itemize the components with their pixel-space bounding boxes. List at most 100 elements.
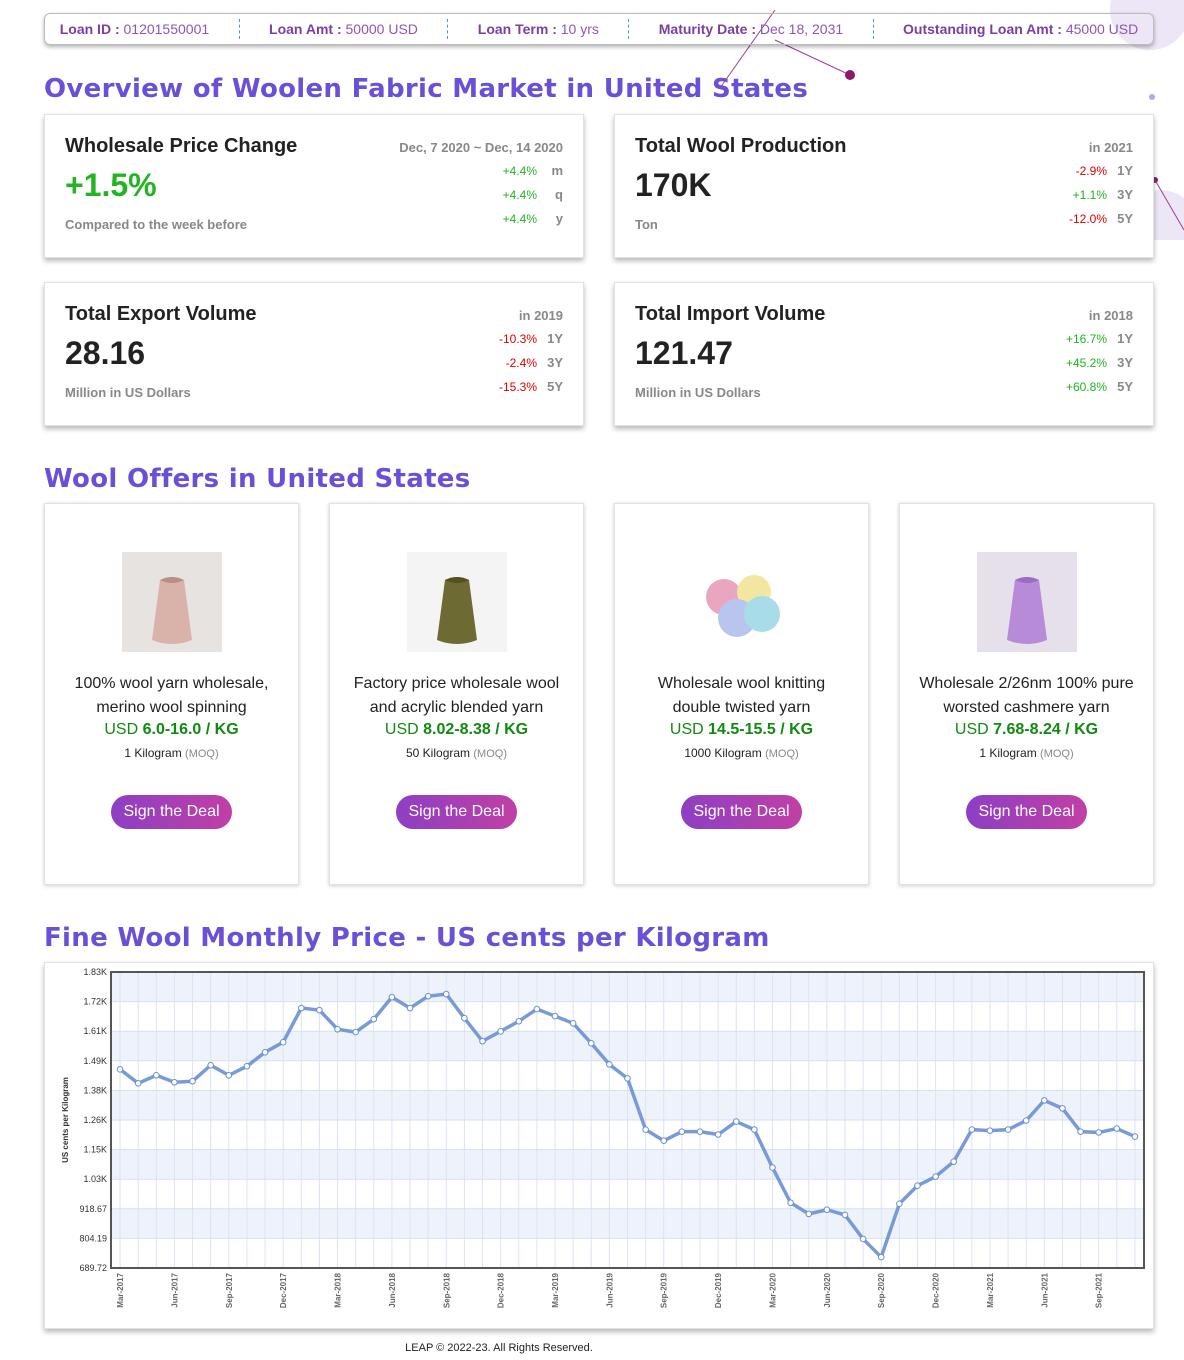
x-tick-label: Mar-2018 bbox=[334, 1272, 343, 1307]
moq-label: (MOQ) bbox=[473, 748, 507, 760]
change-value: +4.4% bbox=[502, 164, 537, 178]
point bbox=[153, 1071, 160, 1079]
point bbox=[370, 1015, 378, 1023]
point bbox=[642, 1126, 649, 1133]
offer-title: 100% wool yarn wholesale, merino wool sp… bbox=[74, 675, 269, 716]
offer-title: Factory price wholesale wool and acrylic… bbox=[353, 675, 560, 716]
point bbox=[624, 1075, 631, 1082]
point bbox=[334, 1025, 341, 1033]
price: 14.5-15.5 / KG bbox=[708, 721, 814, 738]
x-tick-label: Jun-2017 bbox=[170, 1272, 179, 1307]
loan-value: 45000 USD bbox=[1065, 21, 1139, 37]
y-tick-label: 1.26K bbox=[83, 1115, 107, 1125]
x-tick-label: Mar-2021 bbox=[986, 1272, 995, 1307]
y-tick-label: 1.38K bbox=[83, 1085, 107, 1095]
moq: 1 Kilogram bbox=[979, 746, 1037, 760]
point bbox=[207, 1061, 214, 1069]
y-tick-label: 689.72 bbox=[79, 1263, 107, 1273]
x-tick-label: Sep-2020 bbox=[877, 1272, 886, 1308]
change-label: m bbox=[551, 163, 563, 178]
x-tick-label: Sep-2019 bbox=[660, 1272, 669, 1308]
change-label: 5Y bbox=[1117, 211, 1133, 226]
point bbox=[1059, 1105, 1066, 1112]
offer-price: USD 8.02-8.38 / KG bbox=[330, 721, 583, 739]
y-tick-label: 1.72K bbox=[83, 997, 107, 1007]
stat-unit: Compared to the week before bbox=[65, 217, 248, 232]
x-tick-label: Mar-2017 bbox=[116, 1272, 125, 1307]
currency: USD bbox=[104, 721, 139, 738]
stat-value: 170K bbox=[635, 167, 712, 203]
divider bbox=[628, 19, 630, 39]
point bbox=[1022, 1117, 1030, 1124]
point bbox=[1131, 1133, 1139, 1140]
change-label: 1Y bbox=[547, 331, 563, 346]
moq: 1000 Kilogram bbox=[684, 746, 762, 760]
y-tick-label: 1.03K bbox=[83, 1174, 107, 1184]
stat-period: in 2019 bbox=[518, 308, 563, 323]
stat-unit: Million in US Dollars bbox=[65, 385, 191, 400]
loan-bar: Loan ID : 01201550001 Loan Amt : 50000 US… bbox=[44, 13, 1154, 45]
offer-title: Wholesale 2/26nm 100% pure worsted cashm… bbox=[919, 675, 1134, 716]
point bbox=[986, 1127, 994, 1134]
stat-title: Total Wool Production bbox=[635, 135, 847, 157]
x-tick-label: Dec-2019 bbox=[714, 1272, 723, 1308]
stat-value: 28.16 bbox=[65, 335, 146, 371]
offer-moq: 1000 Kilogram (MOQ) bbox=[615, 746, 868, 760]
stat-card: Total Import Volume in 2018 121.47 Million … bbox=[614, 282, 1154, 426]
section-title: Overview of Woolen Fabric Market in Unit… bbox=[44, 74, 809, 104]
change-label: 1Y bbox=[1117, 163, 1133, 178]
point bbox=[533, 1005, 541, 1013]
loan-value: Dec 18, 2031 bbox=[759, 21, 844, 37]
change-value: -2.9% bbox=[1075, 164, 1107, 178]
loan-value: 01201550001 bbox=[123, 21, 210, 37]
price: 7.68-8.24 / KG bbox=[993, 721, 1099, 738]
point bbox=[841, 1211, 849, 1219]
product-image bbox=[407, 552, 507, 652]
point bbox=[424, 992, 432, 1000]
divider bbox=[447, 19, 449, 39]
offer-card: Wholesale 2/26nm 100% pure worsted cashm… bbox=[899, 503, 1154, 885]
stat-period: Dec, 7 2020 ~ Dec, 14 2020 bbox=[399, 140, 563, 155]
loan-label: Loan Amt : bbox=[269, 21, 342, 37]
y-tick-label: 1.49K bbox=[83, 1056, 107, 1066]
sign-button[interactable]: Sign the Deal bbox=[966, 795, 1087, 829]
offer-moq: 1 Kilogram (MOQ) bbox=[45, 746, 298, 760]
sign-button[interactable]: Sign the Deal bbox=[681, 795, 802, 829]
point bbox=[479, 1037, 486, 1045]
point bbox=[896, 1200, 903, 1208]
product-image bbox=[977, 552, 1077, 652]
loan-item: Outstanding Loan Amt : 45000 USD bbox=[903, 21, 1138, 37]
loan-label: Loan Term : bbox=[477, 21, 557, 37]
point bbox=[515, 1017, 523, 1025]
loan-item: Maturity Date : Dec 18, 2031 bbox=[659, 21, 843, 37]
point bbox=[660, 1137, 668, 1145]
point bbox=[316, 1006, 323, 1014]
y-tick-label: 1.61K bbox=[83, 1026, 107, 1036]
point bbox=[914, 1182, 921, 1189]
point bbox=[769, 1164, 776, 1171]
stat-value: 121.47 bbox=[635, 335, 733, 371]
loan-item: Loan Amt : 50000 USD bbox=[269, 21, 418, 37]
y-tick-label: 918.67 bbox=[79, 1204, 107, 1214]
x-tick-label: Dec-2017 bbox=[279, 1272, 288, 1308]
point bbox=[1113, 1125, 1121, 1132]
stat-card: Wholesale Price Change Dec, 7 2020 ~ Dec,… bbox=[44, 114, 584, 258]
loan-label: Loan ID : bbox=[59, 21, 120, 37]
stat-card: Total Export Volume in 2019 28.16 Million i… bbox=[44, 282, 584, 426]
point bbox=[1004, 1126, 1012, 1133]
point bbox=[787, 1199, 794, 1207]
x-tick-label: Sep-2021 bbox=[1095, 1272, 1104, 1308]
change-value: +1.1% bbox=[1072, 188, 1107, 202]
x-tick-label: Jun-2020 bbox=[823, 1272, 832, 1307]
change-label: y bbox=[555, 211, 563, 226]
point bbox=[968, 1126, 976, 1133]
sign-button[interactable]: Sign the Deal bbox=[396, 795, 517, 829]
loan-item: Loan Term : 10 yrs bbox=[478, 21, 599, 37]
currency: USD bbox=[669, 721, 704, 738]
point bbox=[551, 1012, 559, 1020]
change-label: 5Y bbox=[547, 379, 563, 394]
y-tick-label: 804.19 bbox=[79, 1233, 107, 1243]
change-value: +16.7% bbox=[1065, 332, 1107, 346]
point bbox=[279, 1038, 287, 1046]
sign-button[interactable]: Sign the Deal bbox=[111, 795, 232, 829]
